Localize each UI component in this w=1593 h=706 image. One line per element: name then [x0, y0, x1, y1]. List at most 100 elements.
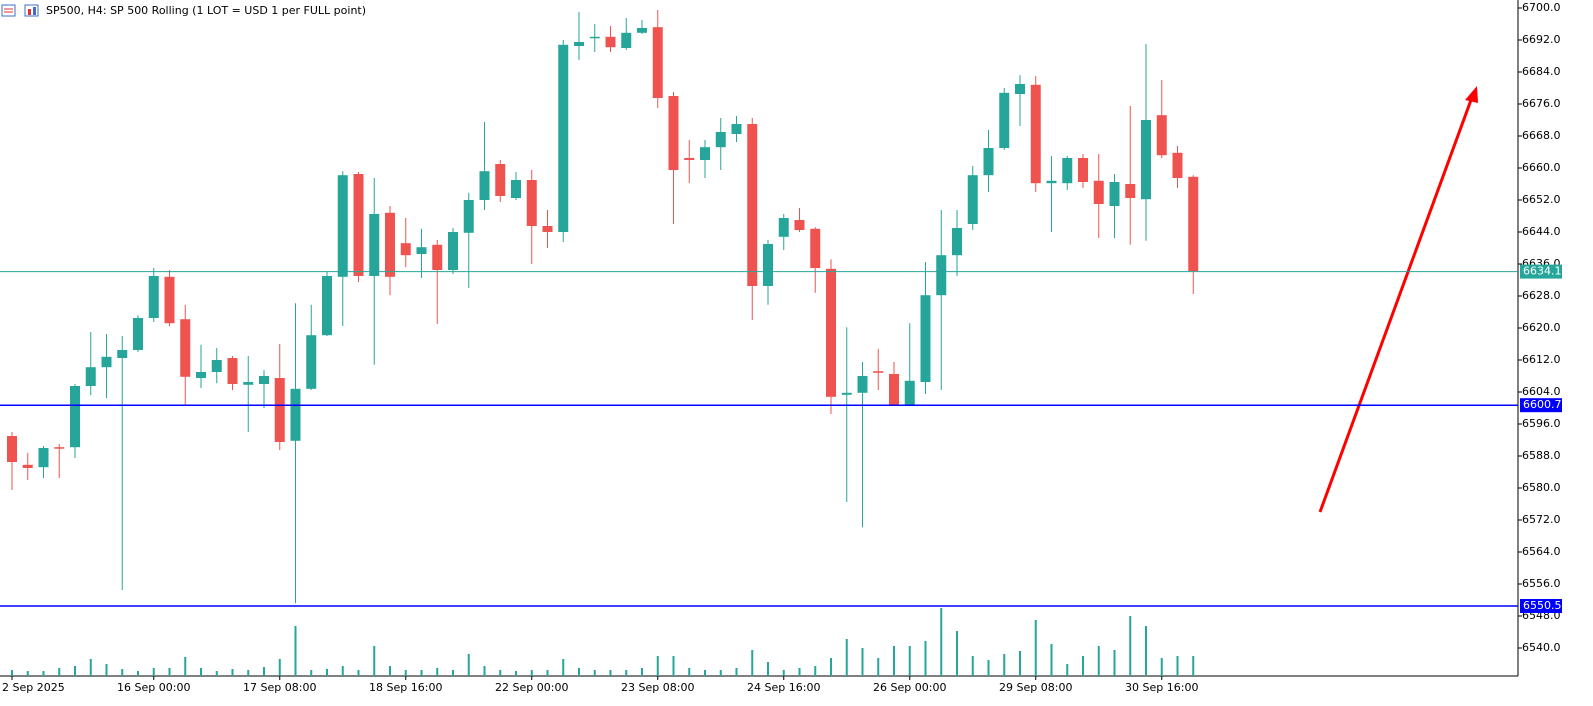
- y-tick-label: 6692.0: [1522, 33, 1561, 46]
- candle-body: [1015, 84, 1025, 94]
- candle-body: [211, 360, 222, 372]
- candle-body: [1046, 180, 1057, 184]
- candle-body: [148, 276, 159, 318]
- candle-body: [826, 268, 836, 397]
- candle-body: [526, 180, 537, 226]
- candle-body: [259, 376, 269, 384]
- candle-body: [196, 372, 206, 378]
- candle-body: [290, 388, 301, 441]
- candle-body: [936, 255, 947, 296]
- y-tick-label: 6684.0: [1522, 65, 1561, 78]
- candle-body: [353, 174, 364, 276]
- candle-body: [164, 276, 175, 324]
- candle-body: [38, 448, 49, 468]
- candle-body: [243, 382, 254, 385]
- candle-body: [715, 132, 726, 148]
- y-tick-label: 6644.0: [1522, 225, 1561, 238]
- price-label-box: [1520, 398, 1562, 413]
- candle-body: [731, 124, 742, 134]
- y-tick-label: 6604.0: [1522, 385, 1561, 398]
- candle-body: [952, 228, 962, 256]
- candle-body: [999, 92, 1010, 148]
- candle-body: [983, 148, 994, 176]
- candle-body: [574, 42, 584, 46]
- price-label: 6550.5: [1523, 599, 1562, 612]
- trend-arrow: [1318, 86, 1478, 513]
- candle-body: [857, 376, 868, 393]
- x-tick-label: 26 Sep 00:00: [873, 681, 946, 694]
- price-label: 6634.1: [1523, 265, 1562, 278]
- arrow-shaft: [1318, 99, 1473, 513]
- price-label: 6600.7: [1523, 398, 1562, 411]
- y-tick-label: 6588.0: [1522, 449, 1561, 462]
- candle-body: [1141, 120, 1151, 200]
- candle-body: [463, 200, 474, 233]
- candle-body: [1188, 176, 1199, 272]
- x-tick-label: 22 Sep 00:00: [495, 681, 568, 694]
- y-tick-label: 6596.0: [1522, 417, 1561, 430]
- y-tick-label: 6580.0: [1522, 481, 1561, 494]
- y-tick-label: 6556.0: [1522, 577, 1561, 590]
- candle-body: [794, 220, 805, 230]
- y-tick-label: 6700.0: [1522, 1, 1561, 14]
- candle-body: [747, 124, 758, 286]
- candle-body: [1078, 158, 1088, 182]
- y-tick-label: 6668.0: [1522, 129, 1561, 142]
- arrow-head: [1465, 86, 1478, 103]
- candle-body: [1093, 180, 1104, 204]
- x-tick-label: 29 Sep 08:00: [999, 681, 1072, 694]
- chart-title: SP500, H4: SP 500 Rolling (1 LOT = USD 1…: [46, 4, 366, 17]
- candle-body: [432, 244, 443, 270]
- title-icons: [1, 4, 39, 17]
- candle-body: [652, 27, 663, 99]
- candle-body: [7, 436, 17, 462]
- candle-body: [337, 175, 348, 277]
- x-tick-label: 30 Sep 16:00: [1125, 681, 1198, 694]
- y-tick-label: 6652.0: [1522, 193, 1561, 206]
- candle-body: [700, 147, 710, 160]
- candle-body: [1172, 152, 1183, 178]
- icon: [28, 9, 31, 15]
- candle-body: [85, 367, 96, 386]
- candle-body: [778, 218, 789, 237]
- candle-body: [101, 356, 112, 368]
- x-tick-label: 16 Sep 00:00: [117, 681, 190, 694]
- candle-body: [1030, 84, 1041, 184]
- candle-body: [385, 212, 395, 277]
- candle-body: [668, 96, 679, 170]
- y-tick-label: 6628.0: [1522, 289, 1561, 302]
- y-tick-label: 6620.0: [1522, 321, 1561, 334]
- candle-body: [448, 232, 458, 270]
- candle-body: [920, 295, 931, 382]
- candle-body: [1125, 184, 1136, 198]
- icon: [33, 7, 36, 15]
- candle-body: [495, 164, 506, 196]
- candle-body: [967, 175, 978, 224]
- candle-body: [70, 386, 80, 448]
- x-tick-label: 17 Sep 08:00: [243, 681, 316, 694]
- candle-body: [684, 158, 695, 160]
- x-tick-label: 18 Sep 16:00: [369, 681, 442, 694]
- price-label-box: [1520, 264, 1562, 279]
- y-tick-label: 6660.0: [1522, 161, 1561, 174]
- x-tick-label: 24 Sep 16:00: [747, 681, 820, 694]
- candle-body: [227, 358, 238, 384]
- y-tick-label: 6540.0: [1522, 641, 1561, 654]
- candle-body: [621, 32, 632, 48]
- candle-body: [605, 36, 616, 48]
- candle-body: [1156, 115, 1167, 156]
- candle-body: [22, 464, 33, 468]
- y-tick-label: 6676.0: [1522, 97, 1561, 110]
- candle-body: [763, 244, 773, 286]
- candle-body: [904, 380, 915, 406]
- candle-body: [306, 335, 317, 389]
- candle-body: [322, 276, 332, 336]
- candle-body: [542, 226, 553, 232]
- candle-body: [180, 319, 191, 377]
- candle-body: [1109, 182, 1120, 206]
- candle-body: [416, 247, 427, 254]
- icon: [1, 4, 16, 17]
